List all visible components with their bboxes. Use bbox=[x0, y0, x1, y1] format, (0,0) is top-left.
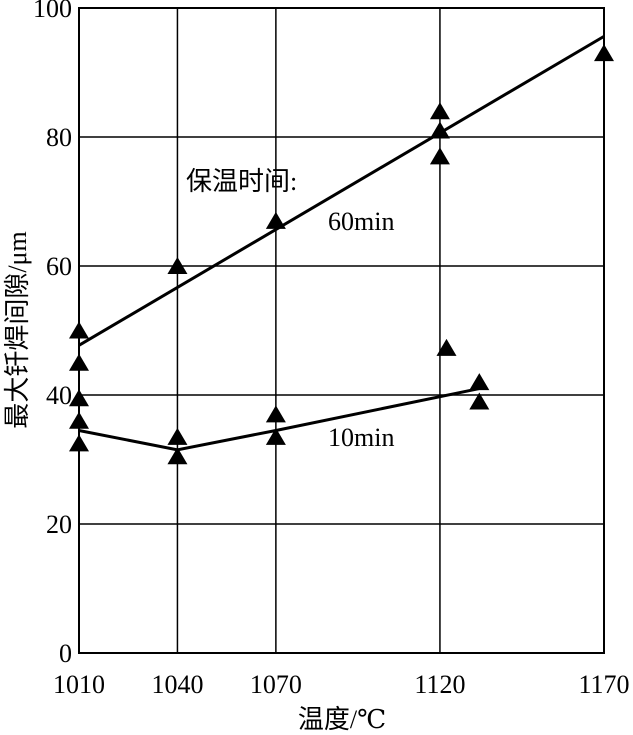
data-point-10min bbox=[265, 405, 286, 423]
fit-line-10min bbox=[78, 387, 480, 452]
data-point-60min bbox=[429, 147, 450, 165]
y-tick-label: 0 bbox=[59, 639, 72, 668]
data-point-10min bbox=[469, 392, 490, 410]
x-tick-label: 1170 bbox=[578, 670, 629, 699]
y-tick-label: 100 bbox=[33, 0, 72, 23]
data-point-10min bbox=[69, 434, 89, 452]
x-tick-label: 1070 bbox=[250, 670, 302, 699]
x-axis-label: 温度/℃ bbox=[298, 705, 386, 734]
y-tick-label: 60 bbox=[46, 252, 72, 281]
series-label-10min: 10min bbox=[328, 423, 394, 452]
y-axis-label: 最大钎焊间隙/μm bbox=[3, 231, 32, 428]
data-point-10min bbox=[167, 427, 188, 445]
data-point-10min bbox=[436, 338, 457, 356]
legend-title: 保温时间: bbox=[186, 167, 297, 196]
data-points bbox=[69, 44, 614, 465]
data-point-60min bbox=[429, 121, 450, 139]
data-point-10min bbox=[167, 447, 188, 465]
data-point-60min bbox=[265, 211, 286, 229]
series-label-60min: 60min bbox=[328, 207, 394, 236]
x-tick-label: 1010 bbox=[53, 670, 105, 699]
fit-lines bbox=[78, 35, 605, 452]
data-point-60min bbox=[69, 321, 89, 339]
y-tick-label: 40 bbox=[46, 381, 72, 410]
plot-frame bbox=[78, 7, 605, 654]
x-tick-label: 1120 bbox=[414, 670, 465, 699]
data-point-60min bbox=[594, 44, 614, 62]
grid bbox=[78, 7, 605, 654]
data-point-60min bbox=[167, 257, 188, 274]
data-point-10min bbox=[469, 373, 490, 391]
y-tick-label: 20 bbox=[46, 510, 72, 539]
data-point-60min bbox=[429, 102, 450, 120]
tick-labels: 1010 1040 1070 1120 1170 0 20 40 60 80 100 bbox=[33, 0, 630, 699]
fit-line-60min bbox=[78, 35, 605, 347]
y-tick-label: 80 bbox=[46, 123, 72, 152]
x-tick-label: 1040 bbox=[151, 670, 203, 699]
data-point-60min bbox=[69, 353, 89, 371]
data-point-10min bbox=[69, 411, 89, 429]
data-point-10min bbox=[69, 389, 89, 407]
data-point-10min bbox=[265, 427, 286, 445]
